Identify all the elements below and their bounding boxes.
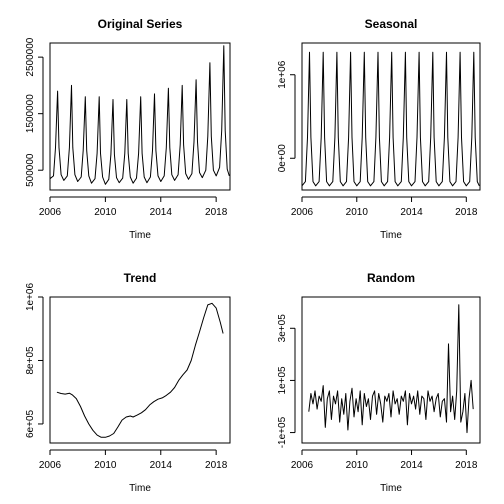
original-series-x-tick-label: 2014 [150, 207, 173, 218]
random-x-tick-label: 2018 [455, 460, 478, 471]
random-title: Random [367, 271, 415, 285]
original-series-y-tick-label: 500000 [25, 153, 36, 187]
original-series-y-tick-label: 1500000 [25, 94, 36, 133]
random-plot-frame [301, 296, 481, 444]
trend-x-tick-label: 2014 [150, 460, 173, 471]
trend-plot-frame [49, 296, 231, 444]
original-series-x-tick-label: 2010 [94, 207, 117, 218]
seasonal-title: Seasonal [365, 17, 418, 31]
seasonal-plot-frame [301, 42, 481, 191]
seasonal-x-tick-label: 2014 [400, 207, 423, 218]
random-y-tick-label: -1e+05 [277, 416, 288, 448]
original-series-panel: Original Series 2006 2010 2014 2018 Time 50000… [25, 17, 231, 241]
trend-title: Trend [124, 271, 157, 285]
trend-x-tick-label: 2018 [205, 460, 228, 471]
trend-y-tick-label: 6e+05 [25, 409, 36, 438]
trend-x-tick-label: 2006 [39, 460, 62, 471]
trend-y-tick-label: 1e+06 [25, 283, 36, 312]
seasonal-x-tick-label: 2010 [346, 207, 369, 218]
trend-x-tick-label: 2010 [94, 460, 117, 471]
random-panel: Random 2006 2010 2014 2018 Time -1e+05 1e+05 3e+… [277, 271, 481, 494]
random-x-tick-label: 2014 [400, 460, 423, 471]
random-x-tick-label: 2010 [346, 460, 369, 471]
original-series-title: Original Series [98, 17, 183, 31]
random-series-line [308, 304, 474, 434]
seasonal-y-tick-label: 0e+00 [277, 144, 288, 173]
seasonal-panel: Seasonal 2006 2010 2014 2018 Time 0e+00 1e+06 [277, 17, 481, 241]
original-series-y-tick-label: 2500000 [25, 37, 36, 76]
trend-series-line [56, 302, 224, 438]
original-series-plot-frame [49, 42, 231, 191]
trend-panel: Trend 2006 2010 2014 2018 Time 6e+05 8e+05 1e+06 [25, 271, 231, 494]
seasonal-x-axis-label: Time [380, 230, 402, 241]
random-x-axis-label: Time [380, 483, 402, 494]
original-series-x-axis-label: Time [129, 230, 151, 241]
random-x-tick-label: 2006 [291, 460, 314, 471]
random-y-tick-label: 1e+05 [277, 366, 288, 395]
seasonal-x-tick-label: 2018 [455, 207, 478, 218]
trend-x-axis-label: Time [129, 483, 151, 494]
trend-y-tick-label: 8e+05 [25, 346, 36, 375]
seasonal-series-line [301, 51, 480, 187]
seasonal-x-tick-label: 2006 [291, 207, 314, 218]
seasonal-y-tick-label: 1e+06 [277, 60, 288, 89]
original-series-series-line [49, 45, 230, 185]
original-series-x-tick-label: 2018 [205, 207, 228, 218]
random-y-tick-label: 3e+05 [277, 314, 288, 343]
original-series-x-tick-label: 2006 [39, 207, 62, 218]
